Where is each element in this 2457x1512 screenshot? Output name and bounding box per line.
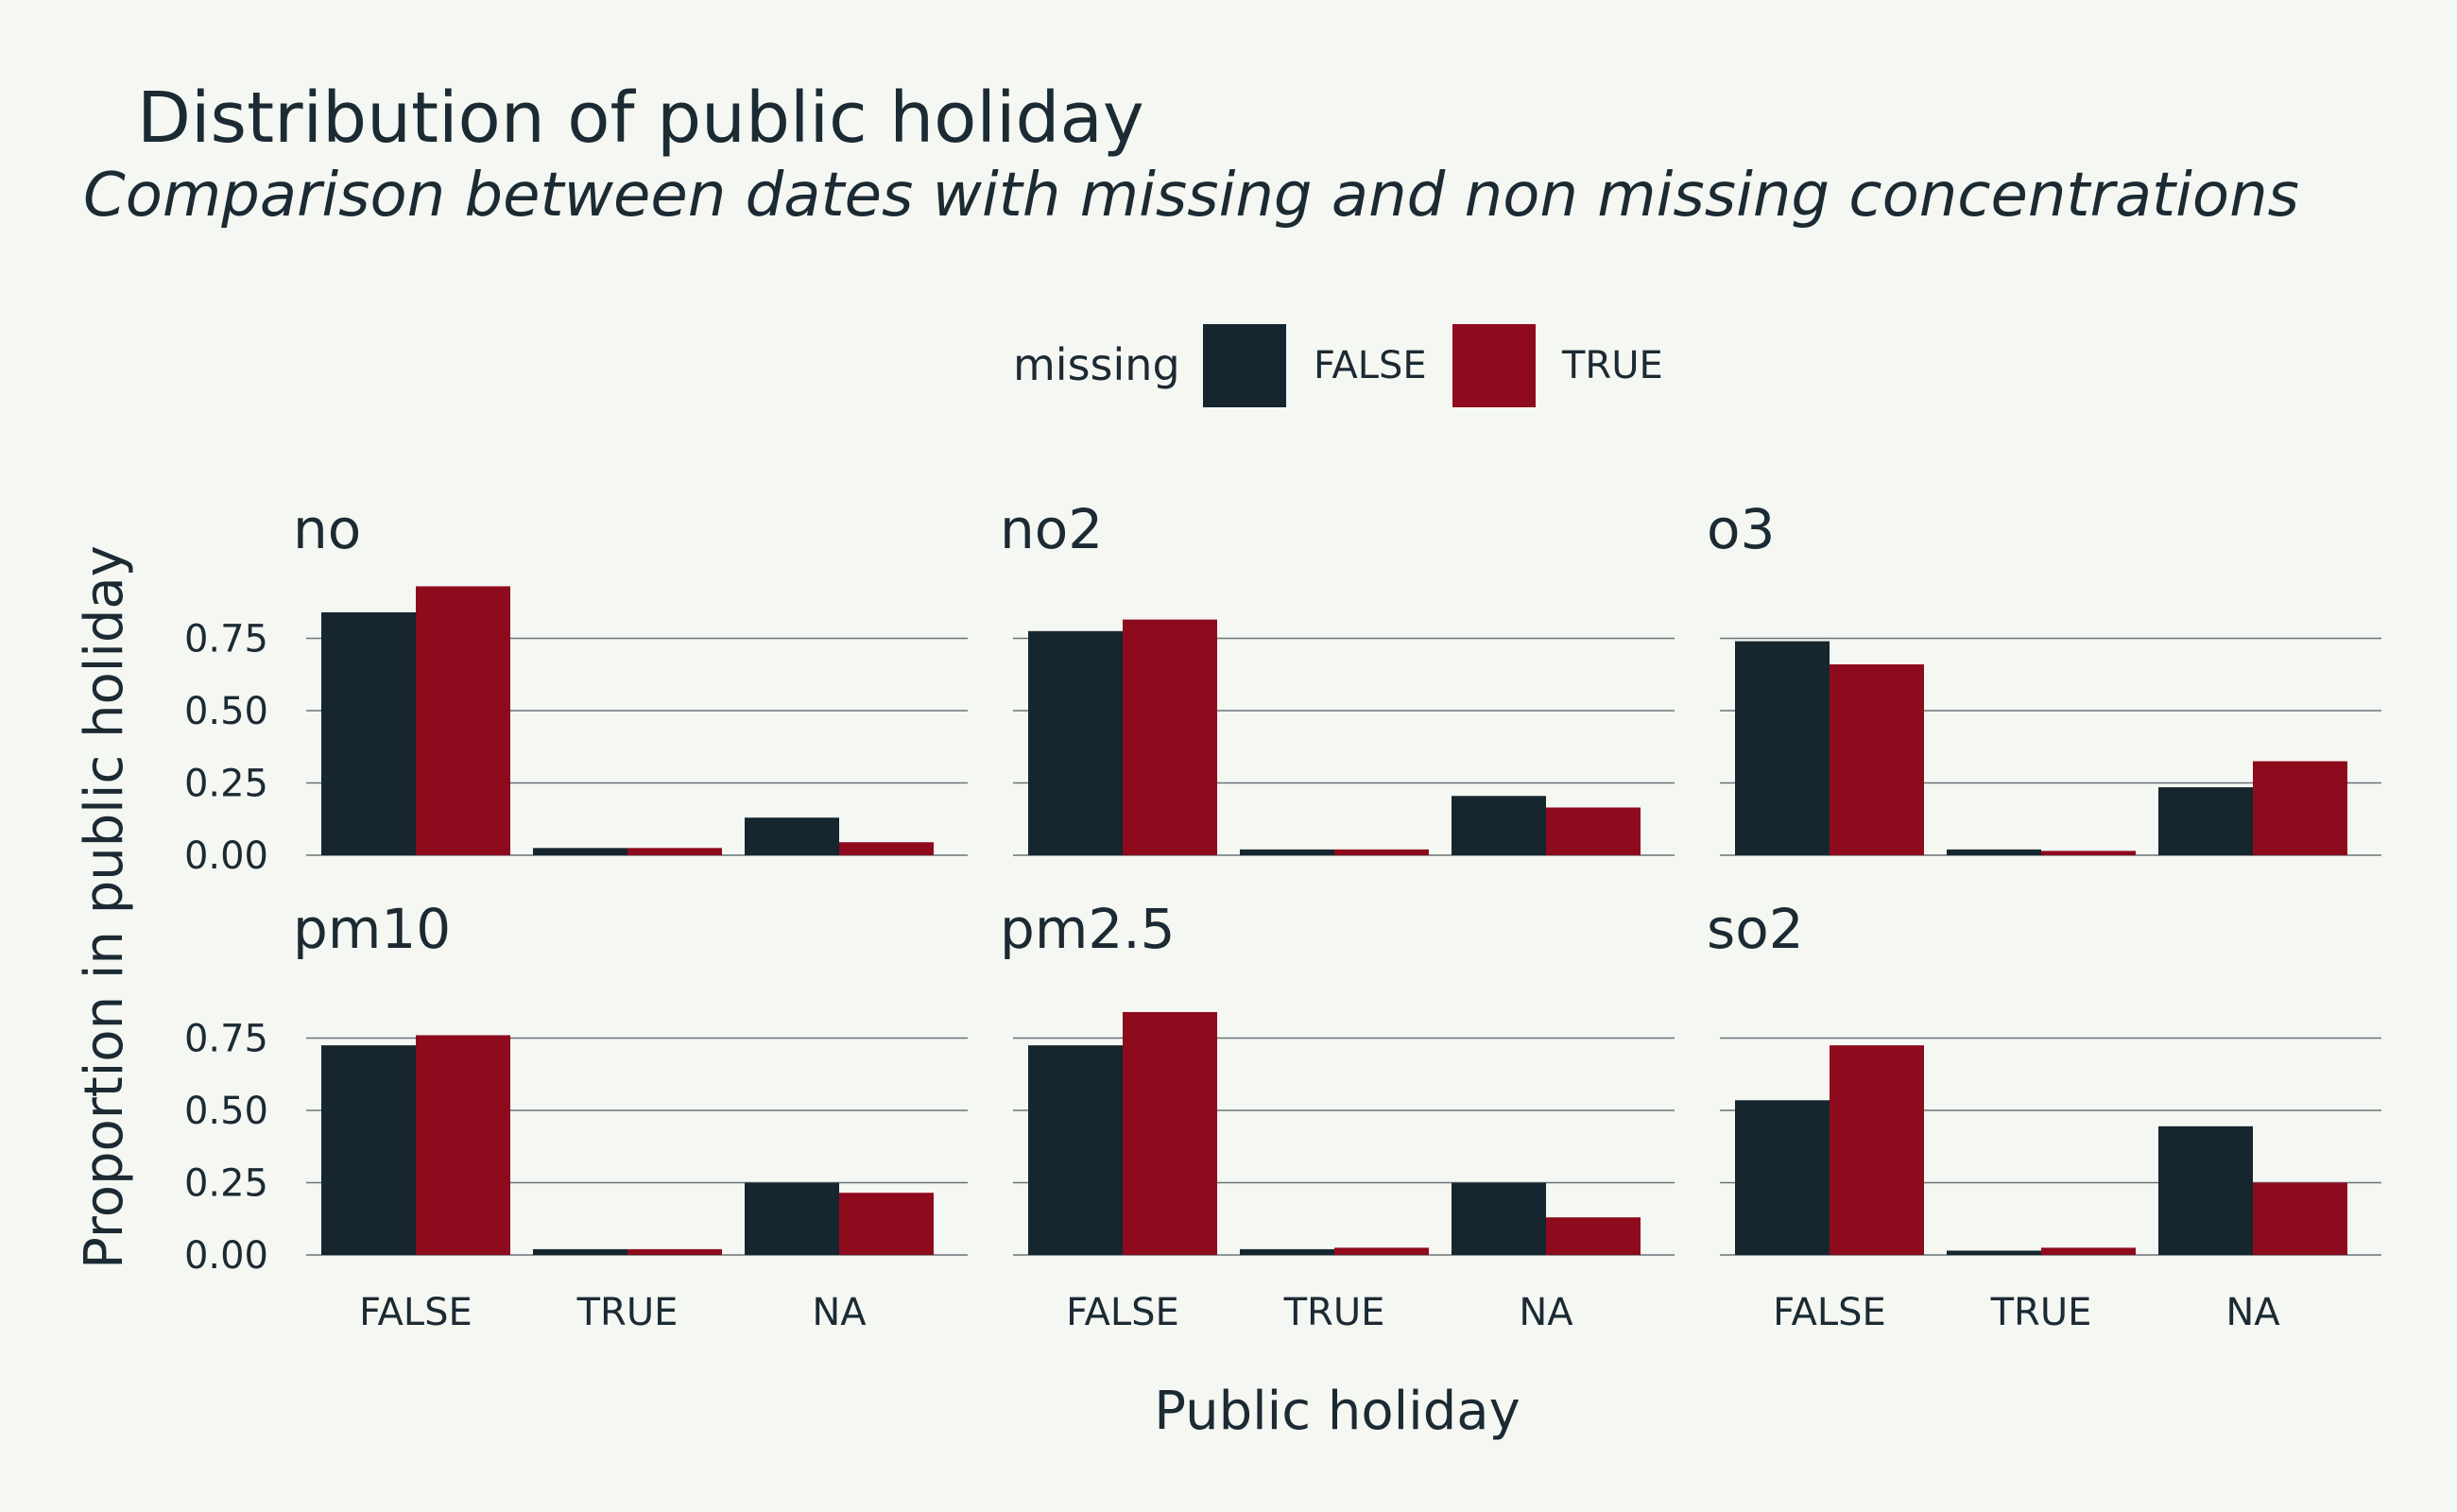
legend-label-false: FALSE	[1314, 344, 1427, 387]
x-tick-label: TRUE	[1283, 1291, 1385, 1334]
facet-panels: no 0.00 0.25 0.50 0.75 no2 o3 pm10 0.00 0.25 0.50 0…	[184, 497, 2381, 1334]
x-tick-label: FALSE	[359, 1291, 472, 1334]
bar-pm10-na-false	[745, 1182, 839, 1255]
y-tick-label: 0.50	[184, 690, 268, 733]
y-tick-label: 0.00	[184, 1234, 268, 1278]
x-axis-title: Public holiday	[1154, 1381, 1520, 1442]
facet-title: so2	[1707, 897, 1804, 961]
bar-so2-na-true	[2253, 1182, 2347, 1255]
bar-pm10-true-false	[533, 1248, 627, 1255]
bar-pm2-5-na-false	[1452, 1182, 1546, 1255]
bar-pm2-5-false-true	[1123, 1011, 1217, 1255]
bar-no2-na-true	[1546, 807, 1641, 855]
facet-panel-o3: o3	[1707, 497, 2381, 856]
bar-so2-na-false	[2158, 1125, 2253, 1255]
bar-pm10-true-true	[627, 1248, 722, 1255]
legend: missing FALSE TRUE	[1013, 324, 1663, 407]
y-tick-label: 0.25	[184, 763, 268, 806]
y-tick-label: 0.75	[184, 1018, 268, 1061]
x-tick-label: TRUE	[1990, 1291, 2092, 1334]
y-tick-label: 0.75	[184, 618, 268, 662]
facet-title: no	[293, 497, 361, 561]
facet-panel-no: no 0.00 0.25 0.50 0.75	[184, 497, 968, 878]
bar-no-na-true	[839, 842, 934, 855]
bar-pm2-5-na-true	[1546, 1217, 1641, 1255]
y-axis-title: Proportion in public holiday	[74, 545, 135, 1269]
legend-swatch-false	[1203, 324, 1286, 407]
bar-pm2-5-true-false	[1240, 1248, 1334, 1255]
facet-title: o3	[1707, 497, 1775, 561]
bar-o3-true-true	[2041, 850, 2136, 855]
bar-o3-false-false	[1735, 641, 1830, 855]
x-tick-label: FALSE	[1773, 1291, 1886, 1334]
facet-panel-pm2-5: pm2.5 FALSE TRUE NA	[1000, 897, 1675, 1334]
bar-no2-na-false	[1452, 796, 1546, 855]
bar-no2-true-false	[1240, 849, 1334, 855]
bar-no2-true-true	[1334, 849, 1429, 855]
legend-title: missing	[1013, 339, 1180, 390]
bar-so2-true-true	[2041, 1247, 2136, 1255]
bar-pm2-5-false-false	[1028, 1045, 1123, 1255]
facet-panel-so2: so2 FALSE TRUE NA	[1707, 897, 2381, 1334]
bar-no2-false-true	[1123, 619, 1217, 855]
bar-pm10-false-true	[416, 1035, 510, 1255]
legend-swatch-true	[1452, 324, 1536, 407]
bar-no-false-true	[416, 586, 510, 855]
bar-no-na-false	[745, 817, 839, 855]
bar-so2-true-false	[1947, 1250, 2041, 1255]
bar-o3-na-false	[2158, 787, 2253, 855]
bar-o3-na-true	[2253, 761, 2347, 855]
chart-subtitle: Comparison between dates with missing an…	[83, 161, 2299, 231]
x-tick-label: NA	[1519, 1291, 1573, 1334]
bar-pm10-na-true	[839, 1193, 934, 1255]
bar-no-false-false	[321, 611, 416, 855]
bar-o3-false-true	[1830, 664, 1924, 855]
y-tick-label: 0.00	[184, 834, 268, 878]
facet-title: no2	[1000, 497, 1103, 561]
bar-no2-false-false	[1028, 630, 1123, 855]
bar-pm2-5-true-true	[1334, 1247, 1429, 1255]
facet-panel-no2: no2	[1000, 497, 1675, 856]
facet-title: pm10	[293, 897, 451, 961]
bar-no-true-true	[627, 848, 722, 855]
y-tick-label: 0.25	[184, 1162, 268, 1206]
bar-pm10-false-false	[321, 1045, 416, 1255]
bar-no-true-false	[533, 848, 627, 855]
chart-title: Distribution of public holiday	[137, 77, 1144, 159]
y-tick-label: 0.50	[184, 1090, 268, 1133]
facet-panel-pm10: pm10 0.00 0.25 0.50 0.75 FALSE TRUE NA	[184, 897, 968, 1334]
bar-o3-true-false	[1947, 849, 2041, 855]
facet-title: pm2.5	[1000, 897, 1176, 961]
x-tick-label: FALSE	[1066, 1291, 1179, 1334]
x-tick-label: NA	[812, 1291, 867, 1334]
legend-label-true: TRUE	[1561, 344, 1663, 387]
x-tick-label: TRUE	[576, 1291, 679, 1334]
bar-so2-false-false	[1735, 1100, 1830, 1255]
bar-so2-false-true	[1830, 1045, 1924, 1255]
x-tick-label: NA	[2225, 1291, 2280, 1334]
